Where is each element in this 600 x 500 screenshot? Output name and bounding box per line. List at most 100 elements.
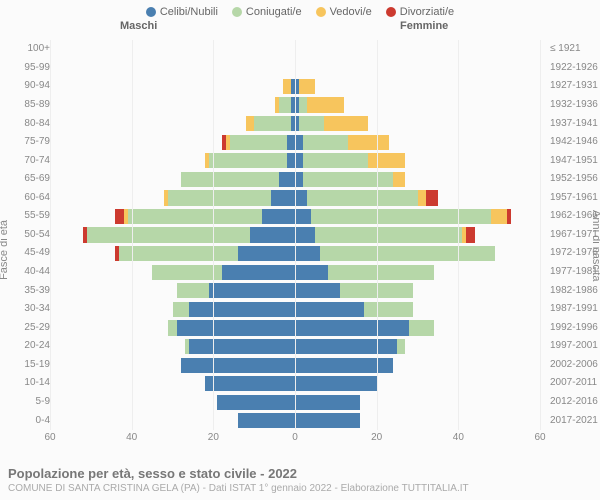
seg-married: [128, 209, 263, 224]
male-side: [50, 96, 295, 115]
female-side: [295, 412, 540, 431]
seg-single: [271, 190, 296, 205]
female-side: [295, 356, 540, 375]
seg-married: [152, 265, 221, 280]
seg-single: [295, 246, 320, 261]
seg-married: [311, 209, 491, 224]
male-side: [50, 319, 295, 338]
male-side: [50, 189, 295, 208]
seg-widow: [418, 190, 426, 205]
seg-married: [397, 339, 405, 354]
gender-headers: Maschi Femmine: [0, 20, 600, 36]
male-side: [50, 226, 295, 245]
legend-label: Coniugati/e: [246, 6, 302, 18]
male-side: [50, 337, 295, 356]
legend-item: Divorziati/e: [386, 6, 454, 18]
chart-footer: Popolazione per età, sesso e stato civil…: [8, 466, 592, 494]
header-male: Maschi: [120, 20, 157, 32]
legend-swatch: [232, 7, 242, 17]
male-side: [50, 282, 295, 301]
chart-title: Popolazione per età, sesso e stato civil…: [8, 466, 592, 481]
female-side: [295, 282, 540, 301]
seg-single: [295, 265, 328, 280]
seg-single: [295, 376, 377, 391]
seg-married: [230, 135, 287, 150]
legend-label: Divorziati/e: [400, 6, 454, 18]
male-side: [50, 356, 295, 375]
seg-married: [279, 97, 291, 112]
female-side: [295, 244, 540, 263]
female-side: [295, 96, 540, 115]
x-tick: 60: [44, 432, 55, 443]
female-side: [295, 207, 540, 226]
gridline: [295, 40, 296, 430]
x-tick: 60: [534, 432, 545, 443]
seg-married: [209, 153, 287, 168]
male-side: [50, 114, 295, 133]
legend-swatch: [316, 7, 326, 17]
population-pyramid-chart: Celibi/Nubili Coniugati/e Vedovi/e Divorzia…: [0, 0, 600, 500]
gridline: [213, 40, 214, 430]
female-side: [295, 319, 540, 338]
seg-single: [287, 153, 295, 168]
male-side: [50, 244, 295, 263]
seg-single: [295, 172, 303, 187]
seg-married: [320, 246, 496, 261]
seg-married: [173, 302, 189, 317]
female-side: [295, 114, 540, 133]
seg-widow: [299, 79, 315, 94]
x-tick: 40: [453, 432, 464, 443]
seg-single: [238, 413, 295, 428]
male-side: [50, 151, 295, 170]
female-side: [295, 40, 540, 59]
seg-div: [507, 209, 511, 224]
seg-single: [250, 227, 295, 242]
seg-single: [189, 339, 295, 354]
seg-single: [295, 395, 360, 410]
seg-single: [295, 209, 311, 224]
seg-single: [205, 376, 295, 391]
seg-widow: [246, 116, 254, 131]
seg-married: [299, 97, 307, 112]
female-side: [295, 393, 540, 412]
seg-married: [254, 116, 291, 131]
seg-div: [426, 190, 438, 205]
header-female: Femmine: [400, 20, 448, 32]
y-axis-title-right: Anni di nascita: [590, 210, 600, 282]
gridline: [132, 40, 133, 430]
male-side: [50, 77, 295, 96]
seg-widow: [393, 172, 405, 187]
seg-married: [168, 320, 176, 335]
female-side: [295, 337, 540, 356]
male-side: [50, 300, 295, 319]
seg-single: [217, 395, 295, 410]
seg-single: [181, 358, 295, 373]
seg-married: [364, 302, 413, 317]
seg-single: [295, 358, 393, 373]
legend-item: Coniugati/e: [232, 6, 302, 18]
seg-single: [262, 209, 295, 224]
seg-married: [307, 190, 417, 205]
male-side: [50, 393, 295, 412]
seg-div: [466, 227, 474, 242]
male-side: [50, 133, 295, 152]
female-side: [295, 374, 540, 393]
seg-married: [303, 135, 348, 150]
seg-single: [287, 135, 295, 150]
seg-single: [177, 320, 295, 335]
female-side: [295, 59, 540, 78]
female-side: [295, 151, 540, 170]
legend-item: Celibi/Nubili: [146, 6, 218, 18]
seg-married: [181, 172, 279, 187]
seg-married: [87, 227, 250, 242]
seg-single: [295, 320, 409, 335]
x-tick: 20: [208, 432, 219, 443]
gridline: [377, 40, 378, 430]
seg-widow: [491, 209, 507, 224]
seg-single: [295, 153, 303, 168]
female-side: [295, 300, 540, 319]
seg-single: [295, 413, 360, 428]
legend-item: Vedovi/e: [316, 6, 372, 18]
x-axis: 6040200204060: [50, 432, 540, 446]
male-side: [50, 59, 295, 78]
